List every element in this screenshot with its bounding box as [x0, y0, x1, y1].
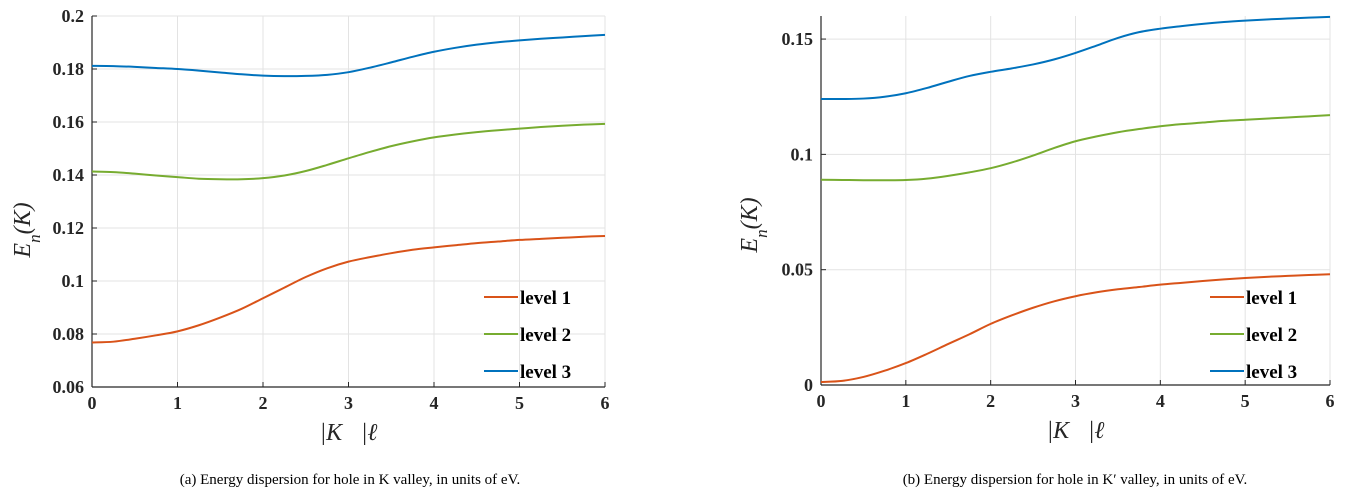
- p1-x-tick-label-2: 2: [986, 391, 995, 411]
- p0-x-tick-label-6: 6: [601, 393, 610, 413]
- p1-x-tick-label-5: 5: [1241, 391, 1250, 411]
- p0-y-tick-label-3: 0.12: [53, 218, 85, 238]
- p0-x-axis-label: |K⃗|ℓ: [320, 420, 378, 446]
- p0-legend-label-2: level 2: [520, 325, 571, 346]
- p1-series-line-level-2: [820, 114, 1331, 182]
- p0-x-tick-label-2: 2: [259, 393, 268, 413]
- p0-y-tick-label-7: 0.2: [62, 6, 85, 26]
- p0-x-tick-label-1: 1: [173, 393, 182, 413]
- p0-legend: level 1 level 2 level 3: [484, 288, 571, 383]
- p1-legend-label-3: level 3: [1246, 362, 1297, 383]
- p0-y-tick-label-0: 0.06: [53, 377, 85, 397]
- p1-legend-label-1: level 1: [1246, 288, 1297, 309]
- caption-b: (b) Energy dispersion for hole in K′ val…: [903, 472, 1248, 488]
- p0-x-tick-label-0: 0: [88, 393, 97, 413]
- p1-legend: level 1 level 2 level 3: [1210, 288, 1297, 383]
- p1-y-axis-label: En(K): [737, 197, 771, 253]
- p1-series-line-level-1: [820, 273, 1331, 384]
- p1-y-tick-label-3: 0.15: [782, 29, 814, 49]
- p0-y-tick-label-5: 0.16: [53, 112, 85, 132]
- p1-y-tick-label-2: 0.1: [791, 144, 814, 164]
- p1-x-tick-label-1: 1: [901, 391, 910, 411]
- p1-series-line-level-3: [820, 15, 1331, 101]
- p1-legend-label-2: level 2: [1246, 325, 1297, 346]
- caption-a: (a) Energy dispersion for hole in K vall…: [180, 472, 521, 488]
- p0-x-tick-label-5: 5: [515, 393, 524, 413]
- p0-x-tick-label-4: 4: [430, 393, 439, 413]
- p0-x-tick-label-3: 3: [344, 393, 353, 413]
- p0-y-tick-label-2: 0.1: [62, 271, 85, 291]
- chart-panel-b: 0 1 2 3 4 5 600.050.10.15|K⃗|ℓEn(K)level 1leve…: [737, 15, 1335, 444]
- p0-y-tick-label-4: 0.14: [53, 165, 85, 185]
- p0-legend-label-3: level 3: [520, 362, 571, 383]
- p0-y-axis-label: En(K): [10, 202, 44, 258]
- p0-y-tick-label-6: 0.18: [53, 59, 85, 79]
- p1-x-tick-label-0: 0: [817, 391, 826, 411]
- p1-x-tick-label-4: 4: [1156, 391, 1165, 411]
- p0-legend-label-1: level 1: [520, 288, 571, 309]
- p1-x-axis-label: |K⃗|ℓ: [1047, 418, 1105, 444]
- p0-series-line-level-3: [91, 33, 606, 78]
- p0-series-line-level-2: [91, 122, 606, 181]
- p1-y-tick-label-1: 0.05: [782, 260, 814, 280]
- p1-x-tick-label-6: 6: [1326, 391, 1335, 411]
- p1-x-tick-label-3: 3: [1071, 391, 1080, 411]
- p1-y-tick-label-0: 0: [804, 375, 813, 395]
- chart-panel-a: 0 1 2 3 4 5 6 0.06 0.08 0.1 0.12 0.14 0.16 0.18 0.2 |K⃗…: [10, 6, 610, 446]
- p0-y-tick-label-1: 0.08: [53, 324, 85, 344]
- p0-series-line-level-1: [91, 234, 606, 344]
